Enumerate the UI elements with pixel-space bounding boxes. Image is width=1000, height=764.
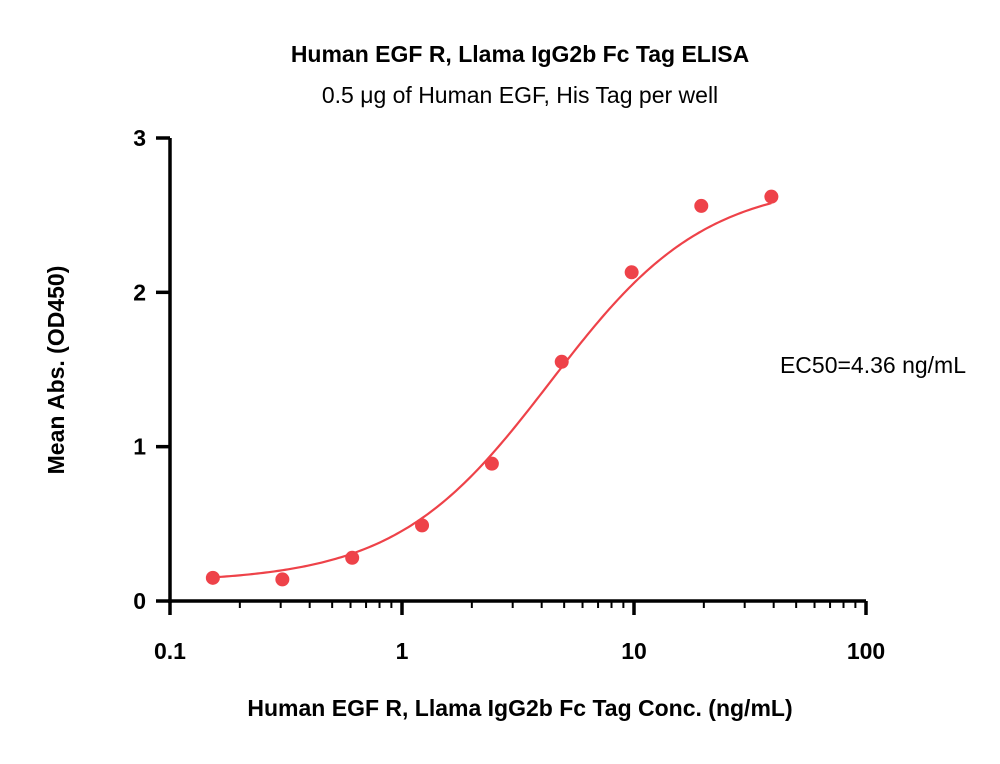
data-point — [345, 550, 360, 565]
data-point — [624, 265, 639, 280]
chart-title: Human EGF R, Llama IgG2b Fc Tag ELISA — [291, 41, 749, 67]
y-tick-label: 3 — [133, 125, 146, 151]
fit-curve — [212, 202, 772, 579]
data-point — [415, 518, 430, 533]
x-tick-label: 100 — [847, 638, 885, 664]
data-point — [554, 354, 569, 369]
y-tick-label: 2 — [133, 279, 146, 305]
x-tick-label: 1 — [396, 638, 409, 664]
x-axis-label: Human EGF R, Llama IgG2b Fc Tag Conc. (n… — [247, 695, 792, 721]
data-point — [764, 189, 779, 204]
x-axis-ticks: 0.1 1 10 100 — [154, 601, 885, 664]
ec50-annotation: EC50=4.36 ng/mL — [780, 352, 966, 378]
data-points — [205, 189, 779, 587]
y-tick-label: 1 — [133, 434, 146, 460]
x-tick-label: 0.1 — [154, 638, 186, 664]
data-point — [205, 570, 220, 585]
data-point — [484, 456, 499, 471]
y-axis-ticks: 0 1 2 3 — [133, 125, 170, 614]
x-tick-label: 10 — [621, 638, 647, 664]
data-point — [694, 198, 709, 213]
data-point — [275, 572, 290, 587]
y-tick-label: 0 — [133, 588, 146, 614]
chart-subtitle: 0.5 μg of Human EGF, His Tag per well — [322, 82, 718, 108]
y-axis-label: Mean Abs. (OD450) — [43, 266, 69, 475]
